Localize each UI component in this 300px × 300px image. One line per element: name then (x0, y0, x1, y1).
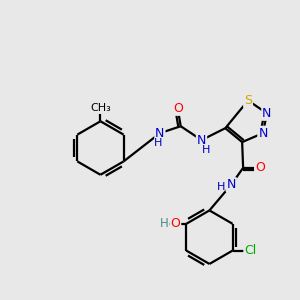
Text: N: N (258, 127, 268, 140)
Text: O: O (170, 217, 180, 230)
Text: Cl: Cl (244, 244, 256, 257)
Text: CH₃: CH₃ (90, 103, 111, 113)
Text: S: S (244, 94, 252, 107)
Text: H: H (160, 217, 169, 230)
Text: H: H (154, 138, 162, 148)
Text: N: N (155, 127, 165, 140)
Text: O: O (255, 161, 265, 174)
Text: N: N (197, 134, 206, 147)
Text: N: N (262, 107, 272, 120)
Text: N: N (226, 178, 236, 191)
Text: O: O (173, 102, 183, 115)
Text: H: H (202, 145, 211, 155)
Text: H: H (217, 182, 226, 192)
